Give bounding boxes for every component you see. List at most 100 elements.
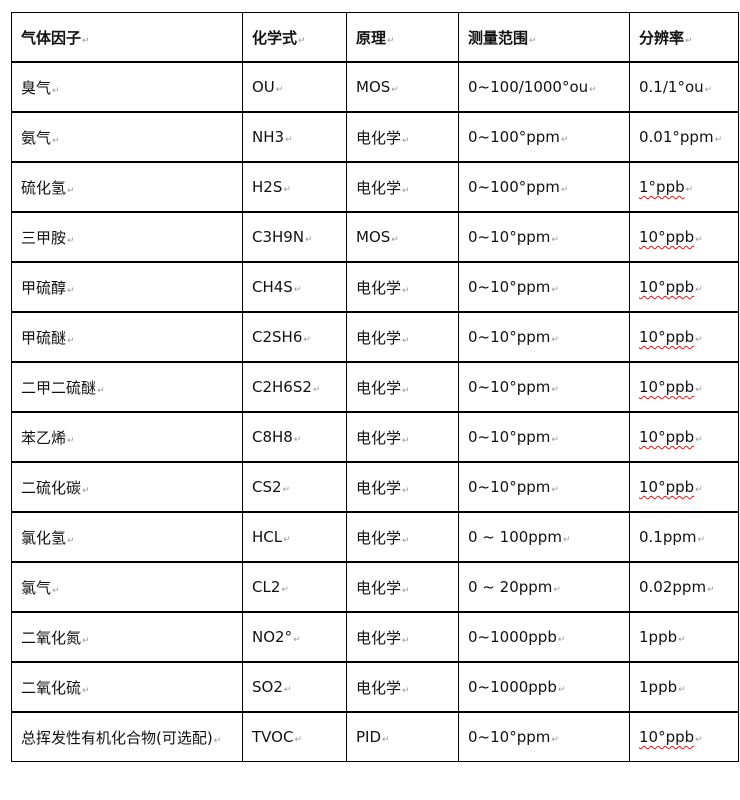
cell-range[interactable]: 0~100/1000°ou↵	[458, 61, 630, 113]
resolution-text: 10°ppb	[639, 428, 695, 446]
cell-range[interactable]: 0~1000ppb↵	[458, 611, 630, 663]
cell-principle[interactable]: 电化学↵	[346, 361, 459, 413]
cell-gas-name[interactable]: 臭气↵	[11, 61, 243, 113]
cell-principle[interactable]: MOS↵	[346, 61, 459, 113]
paragraph-mark-icon: ↵	[697, 535, 706, 545]
cell-resolution[interactable]: 0.1ppm↵	[629, 511, 739, 563]
cell-principle[interactable]: 电化学↵	[346, 461, 459, 513]
cell-range[interactable]: 0~10°ppm↵	[458, 311, 630, 363]
formula-text: SO2	[252, 678, 283, 696]
cell-resolution[interactable]: 10°ppb↵	[629, 311, 739, 363]
cell-gas-name[interactable]: 三甲胺↵	[11, 211, 243, 263]
cell-formula[interactable]: NO2°↵	[242, 611, 347, 663]
cell-resolution[interactable]: 10°ppb↵	[629, 261, 739, 313]
cell-gas-name[interactable]: 二硫化碳↵	[11, 461, 243, 513]
cell-resolution[interactable]: 10°ppb↵	[629, 411, 739, 463]
cell-principle[interactable]: 电化学↵	[346, 611, 459, 663]
cell-gas-name[interactable]: 二氧化氮↵	[11, 611, 243, 663]
cell-range[interactable]: 0 ~ 20ppm↵	[458, 561, 630, 613]
paragraph-mark-icon: ↵	[305, 235, 313, 245]
cell-principle[interactable]: 电化学↵	[346, 261, 459, 313]
range-text: 0~100/1000°ou	[468, 78, 589, 96]
cell-formula[interactable]: CH4S↵	[242, 261, 347, 313]
cell-range[interactable]: 0~10°ppm↵	[458, 261, 630, 313]
resolution-text: 1ppb	[639, 678, 678, 696]
cell-formula[interactable]: CL2↵	[242, 561, 347, 613]
cell-gas-name[interactable]: 二甲二硫醚↵	[11, 361, 243, 413]
header-gas-factor[interactable]: 气体因子↵	[11, 12, 243, 63]
cell-resolution[interactable]: 10°ppb↵	[629, 211, 739, 263]
cell-range[interactable]: 0~10°ppm↵	[458, 361, 630, 413]
formula-text: C2SH6	[252, 328, 303, 346]
paragraph-mark-icon: ↵	[52, 85, 60, 96]
gas-name-text: 氯气	[21, 578, 52, 597]
cell-gas-name[interactable]: 氯气↵	[11, 561, 243, 613]
cell-principle[interactable]: MOS↵	[346, 211, 459, 263]
cell-principle[interactable]: 电化学↵	[346, 311, 459, 363]
cell-principle[interactable]: 电化学↵	[346, 411, 459, 463]
cell-gas-name[interactable]: 硫化氢↵	[11, 161, 243, 213]
cell-principle[interactable]: 电化学↵	[346, 111, 459, 163]
cell-range[interactable]: 0~10°ppm↵	[458, 461, 630, 513]
cell-resolution[interactable]: 10°ppb↵	[629, 361, 739, 413]
cell-resolution[interactable]: 1ppb↵	[629, 611, 739, 663]
cell-resolution[interactable]: 0.01°ppm↵	[629, 111, 739, 163]
cell-gas-name[interactable]: 甲硫醇↵	[11, 261, 243, 313]
cell-formula[interactable]: NH3↵	[242, 111, 347, 163]
cell-resolution[interactable]: 1ppb↵	[629, 661, 739, 713]
cell-resolution[interactable]: 0.02ppm↵	[629, 561, 739, 613]
cell-formula[interactable]: C2SH6↵	[242, 311, 347, 363]
resolution-text: 0.1ppm	[639, 528, 697, 546]
cell-resolution[interactable]: 1°ppb↵	[629, 161, 739, 213]
formula-text: CH4S	[252, 278, 293, 296]
cell-range[interactable]: 0~10°ppm↵	[458, 211, 630, 263]
header-formula[interactable]: 化学式↵	[242, 12, 347, 63]
paragraph-mark-icon: ↵	[283, 535, 291, 545]
paragraph-mark-icon: ↵	[285, 135, 293, 145]
cell-formula[interactable]: C8H8↵	[242, 411, 347, 463]
paragraph-mark-icon: ↵	[97, 385, 105, 396]
cell-range[interactable]: 0~1000ppb↵	[458, 661, 630, 713]
cell-formula[interactable]: SO2↵	[242, 661, 347, 713]
cell-formula[interactable]: C2H6S2↵	[242, 361, 347, 413]
cell-formula[interactable]: H2S↵	[242, 161, 347, 213]
cell-principle[interactable]: 电化学↵	[346, 561, 459, 613]
cell-formula[interactable]: C3H9N↵	[242, 211, 347, 263]
paragraph-mark-icon: ↵	[52, 135, 60, 146]
cell-gas-name[interactable]: 二氧化硫↵	[11, 661, 243, 713]
paragraph-mark-icon: ↵	[402, 485, 410, 496]
cell-principle[interactable]: 电化学↵	[346, 511, 459, 563]
paragraph-mark-icon: ↵	[562, 535, 571, 545]
cell-principle[interactable]: 电化学↵	[346, 661, 459, 713]
cell-gas-name[interactable]: 氯化氢↵	[11, 511, 243, 563]
cell-gas-name[interactable]: 总挥发性有机化合物(可选配)↵	[11, 711, 243, 762]
header-resolution[interactable]: 分辨率↵	[629, 12, 739, 63]
cell-formula[interactable]: TVOC↵	[242, 711, 347, 762]
cell-gas-name[interactable]: 氨气↵	[11, 111, 243, 163]
range-text: 0~100°ppm	[468, 128, 560, 146]
cell-gas-name[interactable]: 苯乙烯↵	[11, 411, 243, 463]
cell-formula[interactable]: OU↵	[242, 61, 347, 113]
table-header-row: 气体因子↵ 化学式↵ 原理↵ 测量范围↵ 分辨率↵	[11, 12, 739, 63]
header-range[interactable]: 测量范围↵	[458, 12, 630, 63]
paragraph-mark-icon: ↵	[551, 735, 559, 745]
cell-resolution[interactable]: 10°ppb↵	[629, 711, 739, 762]
gas-name-text: 二硫化碳	[21, 478, 82, 497]
cell-formula[interactable]: CS2↵	[242, 461, 347, 513]
cell-principle[interactable]: PID↵	[346, 711, 459, 762]
header-principle[interactable]: 原理↵	[346, 12, 459, 63]
cell-formula[interactable]: HCL↵	[242, 511, 347, 563]
cell-resolution[interactable]: 0.1/1°ou↵	[629, 61, 739, 113]
cell-range[interactable]: 0 ~ 100ppm↵	[458, 511, 630, 563]
paragraph-mark-icon: ↵	[52, 585, 60, 596]
cell-range[interactable]: 0~100°ppm↵	[458, 111, 630, 163]
cell-range[interactable]: 0~100°ppm↵	[458, 161, 630, 213]
range-text: 0~10°ppm	[468, 728, 551, 746]
cell-range[interactable]: 0~10°ppm↵	[458, 711, 630, 762]
range-text: 0~100°ppm	[468, 178, 560, 196]
cell-gas-name[interactable]: 甲硫醚↵	[11, 311, 243, 363]
cell-range[interactable]: 0~10°ppm↵	[458, 411, 630, 463]
principle-text: PID	[356, 728, 382, 746]
cell-principle[interactable]: 电化学↵	[346, 161, 459, 213]
cell-resolution[interactable]: 10°ppb↵	[629, 461, 739, 513]
